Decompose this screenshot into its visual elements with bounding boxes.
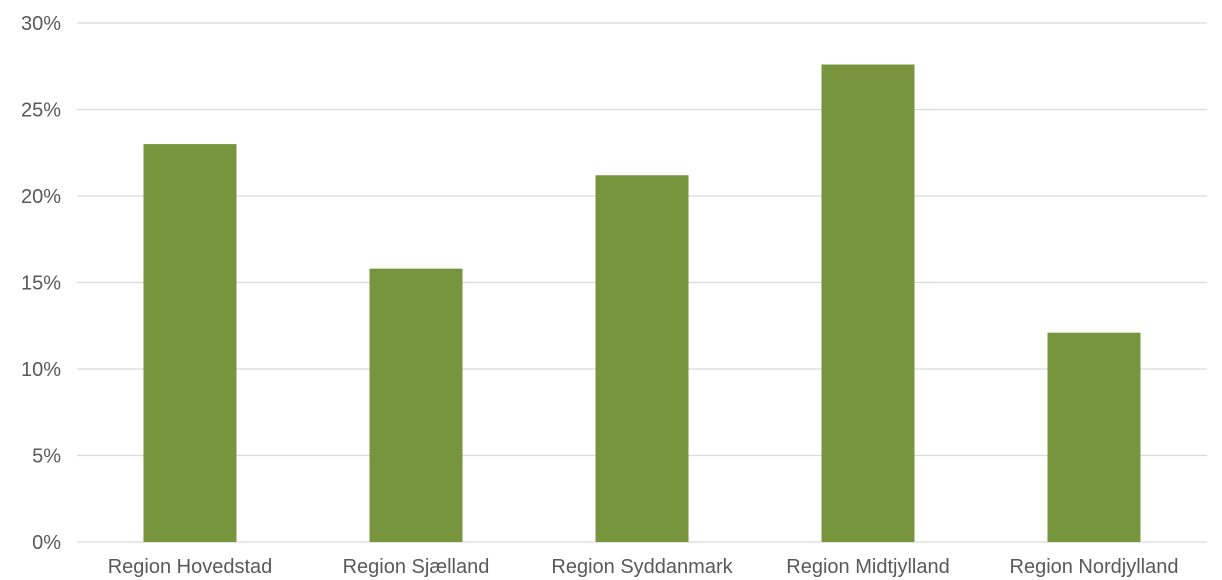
x-tick-label: Region Nordjylland	[1010, 556, 1179, 578]
y-axis-tick-labels: 0% 5% 10% 15% 20% 25% 30%	[21, 13, 61, 554]
bars	[143, 64, 1141, 543]
x-axis-tick-labels: Region Hovedstad Region Sjælland Region Sy…	[108, 556, 1179, 578]
y-tick-label: 0%	[32, 532, 61, 554]
bar	[821, 64, 915, 543]
bar	[595, 175, 689, 543]
y-tick-label: 15%	[21, 273, 61, 295]
y-tick-label: 30%	[21, 13, 61, 35]
y-tick-label: 5%	[32, 446, 61, 468]
y-tick-label: 20%	[21, 186, 61, 208]
bar	[143, 144, 237, 542]
y-tick-label: 25%	[21, 100, 61, 122]
x-tick-label: Region Hovedstad	[108, 556, 273, 578]
x-tick-label: Region Syddanmark	[551, 556, 733, 578]
bar	[1047, 332, 1141, 542]
x-tick-label: Region Midtjylland	[786, 556, 949, 578]
bar	[369, 268, 463, 542]
y-tick-label: 10%	[21, 359, 61, 381]
x-tick-label: Region Sjælland	[343, 556, 490, 578]
